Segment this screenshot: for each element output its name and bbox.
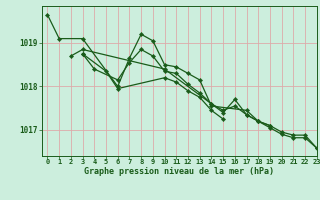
X-axis label: Graphe pression niveau de la mer (hPa): Graphe pression niveau de la mer (hPa) bbox=[84, 167, 274, 176]
